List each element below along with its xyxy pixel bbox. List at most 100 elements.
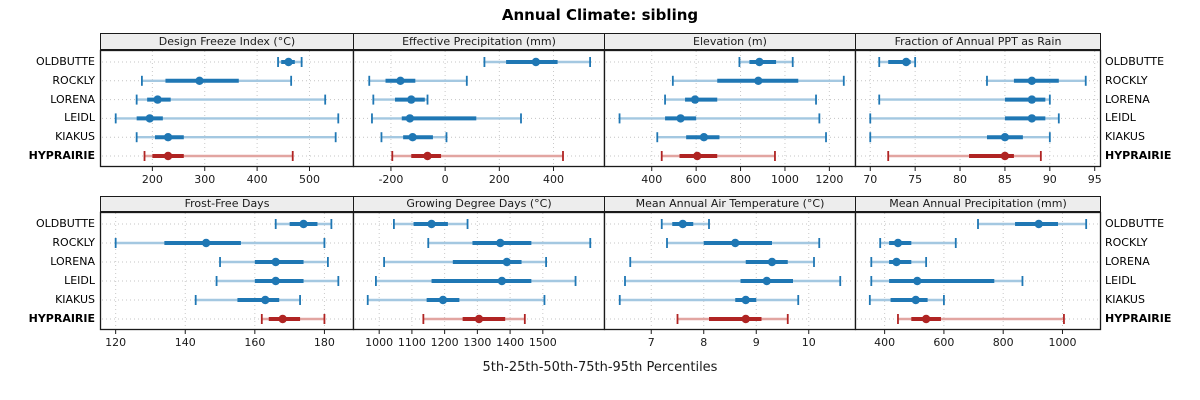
panel-mean-annual-air-temperature-c: 7 8 9 10	[603, 211, 857, 349]
median-dot	[271, 257, 280, 267]
median-dot	[438, 295, 448, 305]
percentile-row-lorena	[102, 94, 352, 105]
station-label-right-oldbutte: OLDBUTTE	[1105, 55, 1165, 68]
median-dot	[408, 133, 417, 142]
station-label-right-kiakus: KIAKUS	[1105, 130, 1145, 144]
x-axis-tick-label: 0	[442, 173, 449, 186]
percentile-row-rockly	[355, 238, 603, 248]
x-axis-tick-label: 600	[686, 173, 707, 186]
median-dot	[284, 57, 293, 67]
x-axis-tick-label: 95	[1088, 173, 1102, 186]
x-axis-tick-label: 500	[299, 173, 320, 186]
percentile-row-lorena	[857, 257, 1099, 267]
percentile-row-oldbutte	[606, 57, 854, 67]
percentile-row-kiakus	[857, 295, 1099, 305]
percentile-row-rockly	[857, 238, 1099, 248]
station-label-right-leidl: LEIDL	[1105, 111, 1136, 125]
median-dot	[407, 95, 416, 104]
percentile-row-kiakus	[857, 132, 1099, 143]
percentile-row-leidl	[355, 113, 603, 124]
median-dot	[893, 238, 903, 248]
x-axis-tick-label: 1000	[1048, 336, 1076, 349]
station-label-right-hyprairie: HYPRAIRIE	[1105, 149, 1172, 162]
station-label-left-hyprairie: HYPRAIRIE	[28, 312, 95, 325]
percentile-row-hyprairie	[606, 151, 854, 161]
median-dot	[678, 219, 687, 229]
x-axis-tick-label: 300	[194, 173, 215, 186]
median-dot	[1000, 133, 1010, 142]
percentile-row-lorena	[355, 257, 603, 267]
median-dot	[1034, 219, 1043, 229]
median-dot	[496, 238, 505, 248]
percentile-row-lorena	[606, 257, 854, 267]
station-label-left-kiakus: KIAKUS	[55, 293, 95, 306]
panel-strip-effective-precipitation-mm: Effective Precipitation (mm)	[353, 33, 605, 50]
percentile-row-lorena	[102, 257, 352, 267]
station-label-left-lorena: LORENA	[50, 255, 95, 268]
x-axis-tick-label: 140	[175, 336, 196, 349]
percentile-row-rockly	[606, 238, 854, 248]
panel-strip-mean-annual-air-temperature-c: Mean Annual Air Temperature (°C)	[604, 196, 856, 212]
median-dot	[1027, 95, 1037, 104]
percentile-row-hyprairie	[102, 314, 352, 324]
station-label-right-kiakus: KIAKUS	[1105, 293, 1145, 306]
percentile-row-kiakus	[606, 295, 854, 305]
station-label-left-rockly: ROCKLY	[52, 236, 95, 249]
percentile-row-leidl	[857, 113, 1099, 124]
median-dot	[261, 295, 270, 305]
median-dot	[741, 295, 750, 305]
panel-effective-precipitation-mm: -200 0 200 400	[352, 49, 606, 186]
panel-design-freeze-index-c: 200 300 400 500	[99, 49, 355, 186]
median-dot	[145, 114, 154, 123]
percentile-row-kiakus	[355, 132, 603, 143]
x-axis-tick-label: 1400	[496, 336, 524, 349]
percentile-row-oldbutte	[857, 219, 1099, 229]
x-axis-tick-label: 70	[863, 173, 877, 186]
percentile-row-lorena	[355, 94, 603, 105]
x-axis-tick-label: 1300	[463, 336, 491, 349]
panel-growing-degree-days-c: 1000 1100 1200 1300 1400 1500	[352, 211, 606, 349]
median-dot	[699, 133, 709, 142]
station-label-right-oldbutte: OLDBUTTE	[1105, 217, 1165, 230]
panel-strip-growing-degree-days-c: Growing Degree Days (°C)	[353, 196, 605, 212]
x-axis-tick-label: 160	[244, 336, 265, 349]
station-label-left-hyprairie: HYPRAIRIE	[28, 149, 95, 162]
x-axis-tick-label: 90	[1043, 173, 1057, 186]
percentile-row-rockly	[102, 238, 352, 248]
x-axis-tick-label: 180	[314, 336, 335, 349]
percentile-row-leidl	[606, 276, 854, 286]
percentile-row-kiakus	[102, 132, 352, 143]
panel-frost-free-days: 120 140 160 180	[99, 211, 355, 349]
station-label-right-hyprairie: HYPRAIRIE	[1105, 312, 1172, 325]
percentile-row-oldbutte	[606, 219, 854, 229]
median-dot	[1027, 114, 1037, 123]
median-dot	[1027, 76, 1037, 85]
median-dot	[901, 57, 911, 67]
x-axis-tick-label: 7	[648, 336, 655, 349]
percentile-row-hyprairie	[355, 151, 603, 161]
station-label-right-leidl: LEIDL	[1105, 274, 1136, 287]
percentile-row-kiakus	[102, 295, 352, 305]
median-dot	[153, 95, 162, 104]
chart-title: Annual Climate: sibling	[501, 6, 699, 24]
x-axis-tick-label: 10	[802, 336, 816, 349]
x-axis-tick-label: 80	[953, 173, 967, 186]
median-dot	[299, 219, 308, 229]
percentile-row-hyprairie	[355, 314, 603, 324]
median-dot	[693, 151, 702, 161]
percentile-row-leidl	[102, 276, 352, 286]
median-dot	[676, 114, 685, 123]
median-dot	[1000, 151, 1010, 161]
x-axis-tick-label: 1100	[398, 336, 426, 349]
x-axis-tick-label: 85	[998, 173, 1012, 186]
panel-strip-mean-annual-precipitation-mm: Mean Annual Precipitation (mm)	[855, 196, 1101, 212]
station-label-left-leidl: LEIDL	[64, 274, 95, 287]
median-dot	[396, 76, 405, 85]
x-axis-tick-label: 600	[933, 336, 954, 349]
panel-strip-design-freeze-index-c: Design Freeze Index (°C)	[100, 33, 354, 50]
x-axis-tick-label: -200	[378, 173, 403, 186]
x-axis-tick-label: 400	[874, 336, 895, 349]
median-dot	[502, 257, 512, 267]
median-dot	[913, 276, 922, 286]
median-dot	[921, 314, 931, 324]
